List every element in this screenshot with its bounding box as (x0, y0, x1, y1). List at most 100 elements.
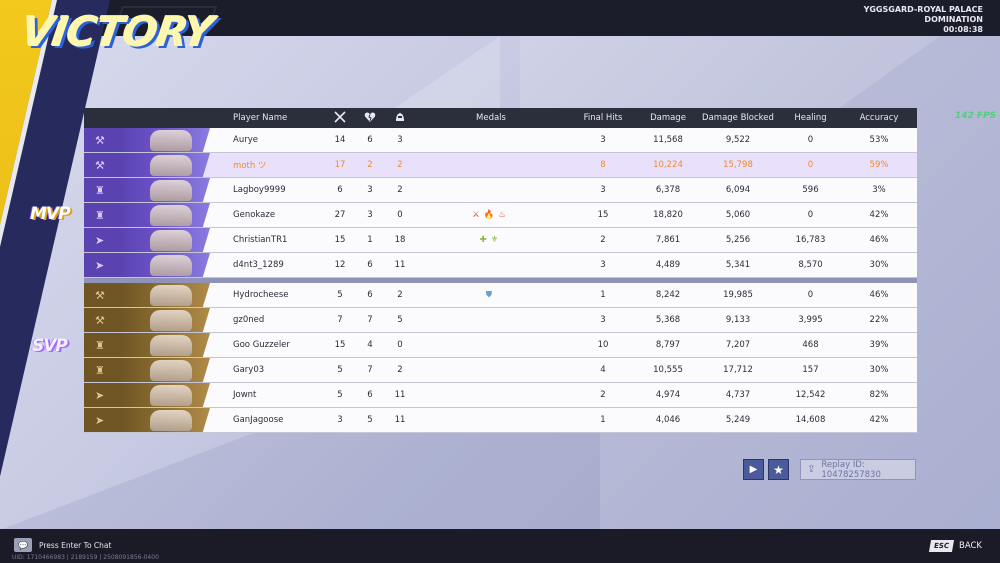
hero-face (150, 230, 192, 251)
damage-value: 7,861 (655, 235, 681, 245)
deaths-value: 3 (367, 185, 373, 195)
col-player-name: Player Name (233, 113, 288, 123)
hero-portrait (120, 408, 210, 432)
duelist-role-icon: ♜ (95, 209, 105, 222)
player-row[interactable]: ⚒ Hydrocheese 5 6 2 ⛊ 1 8,242 19,985 0 46% (84, 283, 917, 308)
player-name: Gary03 (233, 365, 265, 375)
damage-blocked-value: 7,207 (725, 340, 751, 350)
healing-value: 0 (807, 135, 814, 145)
svp-badge: SVP (32, 336, 68, 356)
accuracy-value: 46% (869, 235, 889, 245)
healing-value: 468 (802, 340, 819, 350)
player-name: Aurye (233, 135, 258, 145)
kills-icon (326, 110, 354, 126)
col-final-hits: Final Hits (583, 113, 623, 123)
kills-value: 27 (334, 210, 346, 220)
kills-value: 15 (334, 340, 346, 350)
strategist-role-icon: ➤ (95, 414, 105, 427)
damage-blocked-value: 9,522 (725, 135, 751, 145)
uid-text: UID: 1710466983 | 2189159 | 2508091856-0… (12, 554, 159, 561)
player-row[interactable]: ➤ Jownt 5 6 11 2 4,974 4,737 12,542 82% (84, 383, 917, 408)
role-icon-cell: ⚒ (84, 283, 120, 307)
final-hits-value: 3 (600, 185, 606, 195)
back-label: BACK (958, 541, 982, 551)
victory-title: VICTORY (18, 8, 216, 56)
player-row[interactable]: ➤ d4nt3_1289 12 6 11 3 4,489 5,341 8,570 30% (84, 253, 917, 278)
player-row[interactable]: ⚒ gz0ned 7 7 5 3 5,368 9,133 3,995 22% (84, 308, 917, 333)
hero-face (150, 255, 192, 276)
hero-portrait (120, 128, 210, 152)
back-button[interactable]: ESC BACK (928, 540, 982, 552)
damage-value: 4,489 (655, 260, 681, 270)
player-name: Jownt (233, 390, 257, 400)
damage-value: 11,568 (653, 135, 683, 145)
fps-counter: 142 FPS (955, 111, 997, 121)
player-name: GanJagoose (233, 415, 284, 425)
favorite-button[interactable]: ★ (768, 459, 789, 480)
role-icon-cell: ♜ (84, 178, 120, 202)
kills-value: 3 (337, 415, 343, 425)
hero-face (150, 410, 192, 431)
damage-value: 6,378 (655, 185, 681, 195)
hero-portrait (120, 203, 210, 227)
damage-value: 8,797 (655, 340, 681, 350)
scoreboard-header: Player Name Medals Final Hits Damage Dam… (84, 108, 917, 128)
chat-prompt[interactable]: 💬 Press Enter To Chat (14, 538, 111, 552)
role-icon-cell: ♜ (84, 203, 120, 227)
accuracy-value: 22% (869, 315, 889, 325)
healing-value: 596 (802, 185, 819, 195)
player-name: d4nt3_1289 (233, 260, 284, 270)
damage-blocked-value: 9,133 (725, 315, 751, 325)
accuracy-value: 39% (869, 340, 889, 350)
play-replay-button[interactable]: ▶ (743, 459, 764, 480)
role-icon-cell: ➤ (84, 253, 120, 277)
damage-blocked-value: 5,249 (725, 415, 751, 425)
team-separator (84, 278, 917, 283)
player-row[interactable]: ♜ Gary03 5 7 2 4 10,555 17,712 157 30% (84, 358, 917, 383)
strategist-role-icon: ➤ (95, 389, 105, 402)
share-icon: ⇪ (807, 464, 816, 475)
assists-value: 0 (397, 340, 403, 350)
replay-id-button[interactable]: ⇪ Replay ID: 10478257830 (800, 459, 916, 480)
player-name: moth ツ (233, 161, 267, 171)
player-row[interactable]: ♜ Goo Guzzeler 15 4 0 10 8,797 7,207 468 39% (84, 333, 917, 358)
player-row[interactable]: ♜ Lagboy9999 6 3 2 3 6,378 6,094 596 3% (84, 178, 917, 203)
damage-value: 8,242 (655, 290, 681, 300)
match-time: 00:08:38 (943, 25, 983, 34)
deaths-value: 6 (367, 260, 373, 270)
healing-value: 16,783 (795, 235, 826, 245)
final-hits-value: 15 (597, 210, 609, 220)
role-icon-cell: ⚒ (84, 128, 120, 152)
damage-blocked-value: 5,060 (725, 210, 751, 220)
player-name: Hydrocheese (233, 290, 289, 300)
chat-icon: 💬 (14, 538, 32, 552)
role-icon-cell: ⚒ (84, 153, 120, 177)
player-name: gz0ned (233, 315, 265, 325)
replay-id-label: Replay ID: 10478257830 (821, 459, 881, 480)
role-icon-cell: ➤ (84, 228, 120, 252)
star-icon: ★ (773, 462, 784, 477)
medals-value: ✚⚜ (479, 235, 503, 245)
damage-blocked-value: 4,737 (725, 390, 751, 400)
healing-value: 157 (802, 365, 819, 375)
healing-value: 8,570 (798, 260, 823, 270)
medals-value: ⚔🔥♨ (472, 210, 510, 220)
player-row[interactable]: ♜ Genokaze 27 3 0 ⚔🔥♨ 15 18,820 5,060 0 42% (84, 203, 917, 228)
player-row[interactable]: ➤ ChristianTR1 15 1 18 ✚⚜ 2 7,861 5,256 16,783 46% (84, 228, 917, 253)
duelist-role-icon: ♜ (95, 339, 105, 352)
assists-value: 11 (394, 415, 406, 425)
damage-value: 5,368 (655, 315, 681, 325)
deaths-value: 6 (367, 290, 373, 300)
player-row[interactable]: ⚒ moth ツ 17 2 2 8 10,224 15,798 0 59% (84, 153, 917, 178)
scoreboard: Player Name Medals Final Hits Damage Dam… (84, 108, 917, 433)
player-row[interactable]: ⚒ Aurye 14 6 3 3 11,568 9,522 0 53% (84, 128, 917, 153)
kills-value: 6 (337, 185, 343, 195)
damage-value: 4,974 (655, 390, 681, 400)
assists-value: 2 (397, 160, 403, 170)
duelist-role-icon: ♜ (95, 364, 105, 377)
player-row[interactable]: ➤ GanJagoose 3 5 11 1 4,046 5,249 14,608 42% (84, 408, 917, 433)
hero-face (150, 130, 192, 151)
hero-portrait (120, 383, 210, 407)
hero-face (150, 360, 192, 381)
accuracy-value: 59% (869, 160, 889, 170)
